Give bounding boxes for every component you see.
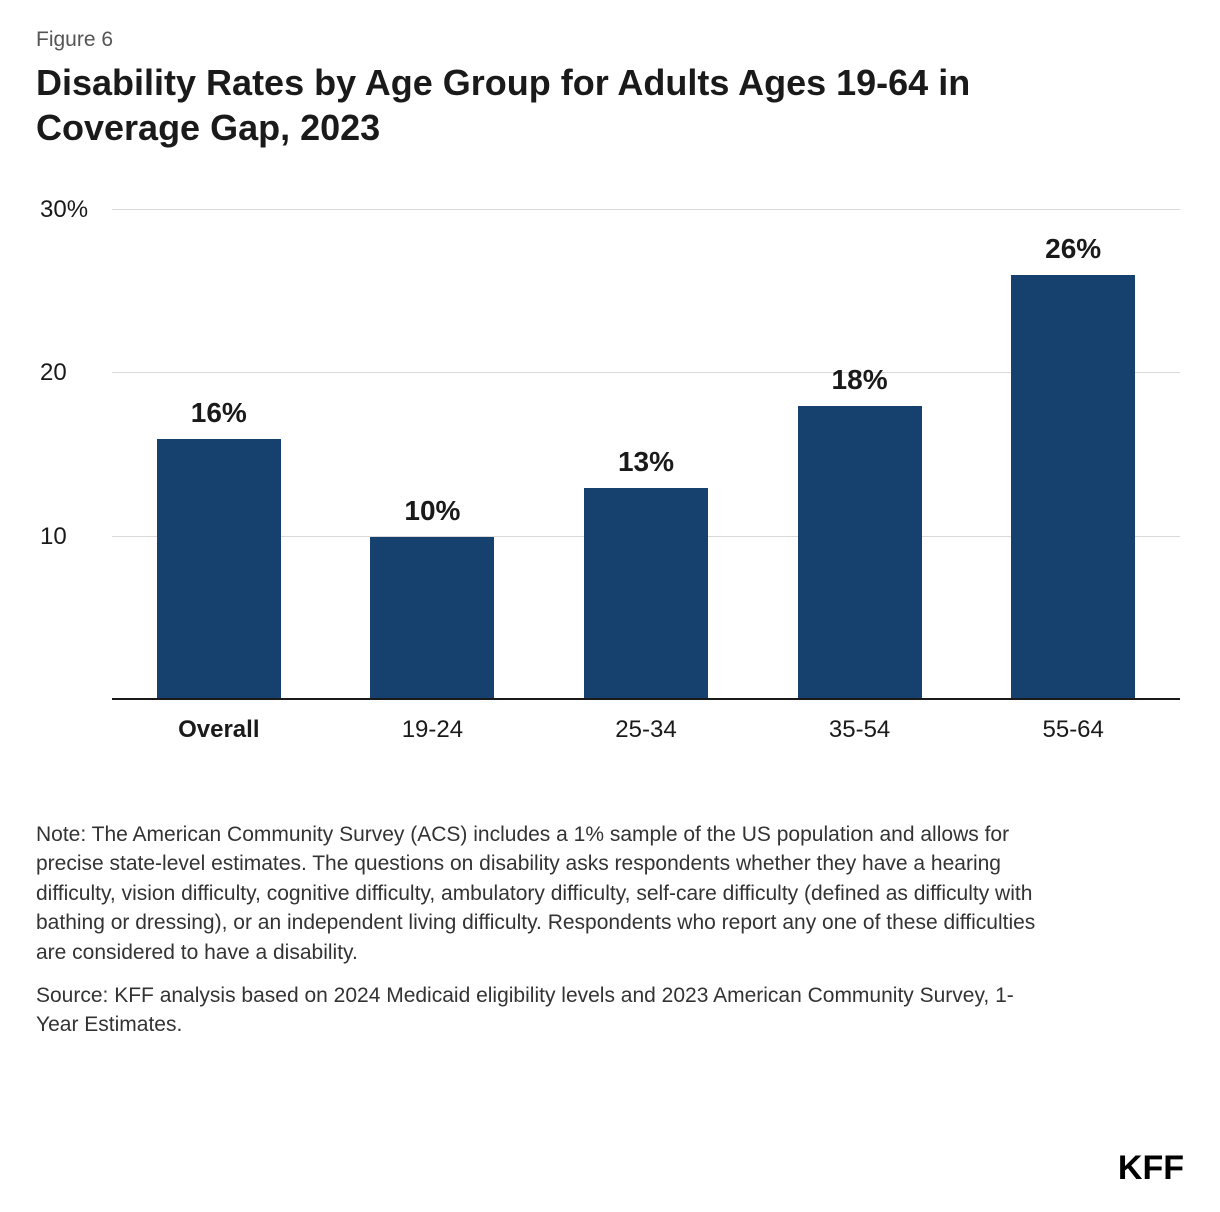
bar <box>798 406 922 700</box>
kff-logo: KFF <box>1118 1149 1184 1188</box>
x-tick-label: Overall <box>178 716 259 744</box>
figure-container: Figure 6 Disability Rates by Age Group f… <box>0 0 1220 1212</box>
plot-area: 16% 10% 13% 18% 26% <box>112 210 1180 700</box>
x-tick-label: 25-34 <box>615 716 676 744</box>
bar-value-label: 10% <box>404 495 460 527</box>
bar-slot: 26% <box>1011 210 1135 700</box>
bar <box>1011 275 1135 700</box>
bar-chart: 102030% 16%10%13%18%26% Overall19-2425-3… <box>40 210 1180 750</box>
x-axis-line <box>112 698 1180 700</box>
figure-source: Source: KFF analysis based on 2024 Medic… <box>36 981 1036 1040</box>
x-tick-label: 55-64 <box>1042 716 1103 744</box>
bar-value-label: 16% <box>191 397 247 429</box>
bar-slot: 10% <box>370 210 494 700</box>
bar <box>370 537 494 700</box>
bar <box>584 488 708 700</box>
figure-title: Disability Rates by Age Group for Adults… <box>36 60 1116 150</box>
x-tick-label: 35-54 <box>829 716 890 744</box>
y-tick-label: 30% <box>40 196 102 224</box>
figure-label: Figure 6 <box>36 28 1184 52</box>
figure-note: Note: The American Community Survey (ACS… <box>36 820 1056 967</box>
bar-value-label: 26% <box>1045 233 1101 265</box>
bar <box>157 439 281 700</box>
x-tick-label: 19-24 <box>402 716 463 744</box>
y-tick-label: 10 <box>40 523 102 551</box>
bar-slot: 13% <box>584 210 708 700</box>
bar-value-label: 18% <box>832 364 888 396</box>
y-tick-label: 20 <box>40 359 102 387</box>
bar-value-label: 13% <box>618 446 674 478</box>
bar-slot: 18% <box>798 210 922 700</box>
bar-slot: 16% <box>157 210 281 700</box>
